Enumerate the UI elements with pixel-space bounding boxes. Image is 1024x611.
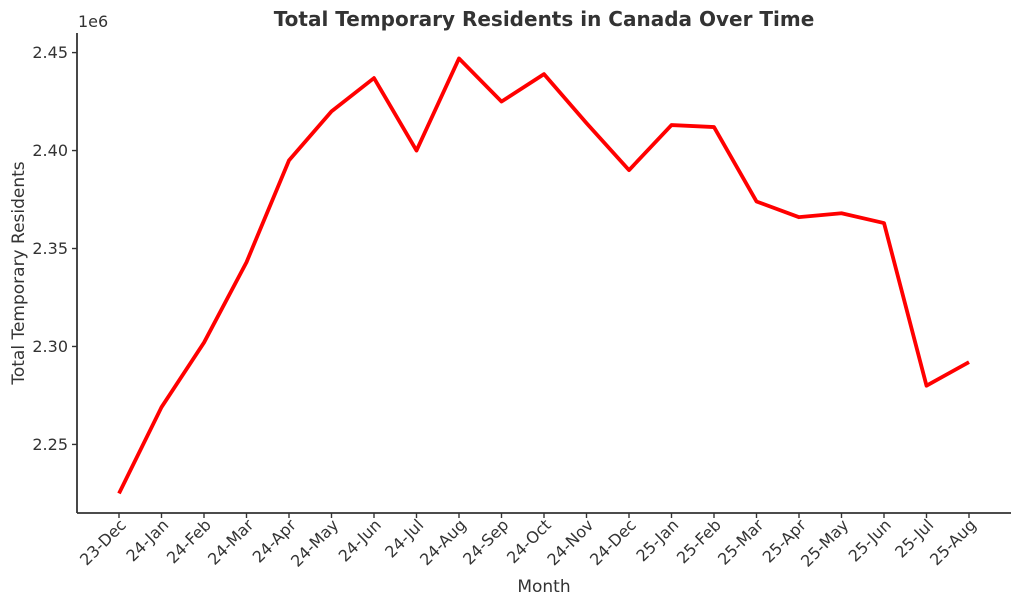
y-tick-label: 2.40	[32, 141, 68, 160]
y-axis-label: Total Temporary Residents	[9, 161, 29, 385]
x-tick-label: 25-Mar	[714, 515, 768, 569]
y-tick-label: 2.35	[32, 239, 68, 258]
x-tick-label: 23-Dec	[76, 515, 130, 569]
x-tick-label: 25-Jan	[632, 515, 682, 565]
data-series-line	[117, 56, 970, 495]
y-tick-label: 2.25	[32, 435, 68, 454]
y-tick-label: 2.45	[32, 43, 68, 62]
y-tick-label: 2.30	[32, 337, 68, 356]
plot-area	[117, 56, 970, 495]
x-tick-label: 24-Sep	[459, 515, 512, 568]
x-tick-label: 24-Dec	[586, 515, 640, 569]
x-tick-label: 25-May	[797, 515, 852, 570]
x-tick-label: 24-May	[287, 515, 342, 570]
x-tick-label: 24-Nov	[543, 515, 597, 569]
x-axis-label: Month	[517, 577, 570, 597]
x-tick-label: 25-Aug	[926, 515, 980, 569]
x-tick-label: 24-Jun	[335, 515, 385, 565]
y-axis-offset-label: 1e6	[78, 12, 108, 31]
x-tick-label: 24-Mar	[204, 515, 258, 569]
axes: 2.252.302.352.402.4523-Dec24-Jan24-Feb24…	[32, 33, 1011, 571]
x-tick-label: 25-Jun	[845, 515, 895, 565]
x-tick-label: 24-Aug	[416, 515, 470, 569]
chart-title: Total Temporary Residents in Canada Over…	[274, 7, 815, 31]
x-tick-label: 24-Jan	[122, 515, 172, 565]
